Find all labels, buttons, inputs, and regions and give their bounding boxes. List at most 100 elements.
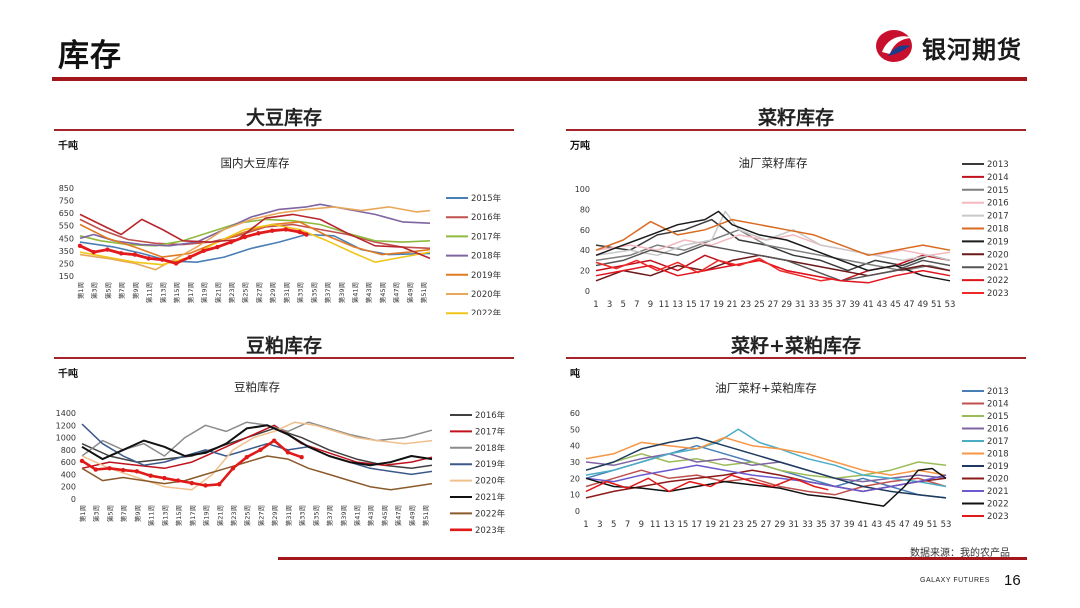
x-tick-label: 21 — [719, 520, 730, 530]
x-tick-label: 9 — [639, 520, 644, 530]
x-tick-label: 第33周 — [298, 505, 307, 526]
x-tick-label: 19 — [713, 300, 724, 310]
series-line — [595, 259, 951, 284]
series-line — [585, 453, 947, 480]
x-tick-label: 第47周 — [394, 505, 403, 526]
legend-label: 2019 — [987, 462, 1009, 472]
series-marker — [285, 450, 291, 455]
series-line — [585, 464, 947, 493]
legend-label: 2023 — [987, 289, 1009, 299]
y-tick-label: 850 — [59, 184, 74, 193]
x-tick-label: 第49周 — [407, 505, 416, 526]
x-tick-label: 41 — [858, 520, 869, 530]
page-title: 库存 — [58, 38, 122, 74]
series-marker — [244, 455, 249, 460]
series-marker — [107, 466, 112, 471]
x-tick-label: 41 — [863, 300, 874, 310]
series-marker — [283, 227, 289, 232]
x-tick-label: 45 — [885, 520, 896, 530]
x-tick-label: 第49周 — [405, 282, 414, 303]
x-tick-label: 39 — [849, 300, 860, 310]
x-tick-label: 33 — [802, 520, 813, 530]
series-marker — [189, 480, 195, 486]
x-tick-label: 51 — [927, 520, 938, 530]
x-tick-label: 39 — [844, 520, 855, 530]
x-tick-label: 第43周 — [366, 505, 375, 526]
y-tick-label: 650 — [59, 209, 74, 218]
series-line — [81, 455, 433, 491]
x-tick-label: 5 — [621, 300, 626, 310]
legend-label: 2019 — [987, 237, 1009, 247]
x-tick-label: 29 — [781, 300, 792, 310]
x-tick-label: 第23周 — [229, 505, 238, 526]
series-line — [81, 423, 433, 476]
legend-label: 2015年 — [471, 193, 502, 204]
x-tick-label: 第19周 — [202, 505, 211, 526]
x-tick-label: 第27周 — [254, 282, 263, 303]
panel-heading: 大豆库存 — [245, 107, 322, 129]
galaxy-logo-icon — [876, 30, 912, 62]
x-tick-label: 1 — [593, 300, 598, 310]
series-marker — [203, 483, 208, 488]
series-marker — [146, 256, 151, 261]
x-tick-label: 第31周 — [282, 282, 291, 303]
y-tick-label: 40 — [580, 246, 590, 255]
x-tick-label: 第41周 — [351, 282, 360, 303]
y-tick-label: 0 — [575, 507, 580, 516]
series-marker — [256, 231, 261, 236]
legend-label: 2021年 — [475, 492, 506, 503]
panel-rapeseed-inventory: 菜籽库存 万吨 油厂菜籽库存 0 20 40 60 80 100 1 3 5 7 9 11 13 15 17 1… — [566, 103, 1026, 315]
legend-label: 2016年 — [471, 212, 502, 223]
series-marker — [77, 243, 83, 249]
x-tick-label: 第9周 — [133, 505, 142, 522]
y-tick-label: 80 — [580, 205, 590, 214]
y-tick-label: 400 — [61, 470, 76, 479]
legend-label: 2021 — [987, 263, 1009, 273]
x-tick-label: 3 — [597, 520, 602, 530]
x-tick-label: 第39周 — [339, 505, 348, 526]
legend-label: 2018年 — [471, 251, 502, 262]
x-tick-label: 7 — [625, 520, 630, 530]
legend-label: 2020 — [987, 250, 1009, 260]
x-tick-label: 第19周 — [200, 282, 209, 303]
x-tick-label: 第35周 — [309, 282, 318, 303]
legend-label: 2022年 — [475, 508, 506, 519]
x-tick-label: 35 — [816, 520, 827, 530]
series-line — [81, 424, 433, 467]
series-marker — [228, 239, 234, 245]
series-line — [79, 218, 431, 247]
x-tick-label: 15 — [678, 520, 689, 530]
x-tick-label: 31 — [788, 520, 799, 530]
source-note: 数据来源：我的农产品 — [910, 548, 1010, 559]
series-line — [81, 421, 433, 457]
galaxy-futures-logo: 银河期货 — [874, 26, 1034, 66]
series-marker — [132, 252, 138, 257]
series-line — [79, 218, 431, 250]
series-marker — [148, 473, 153, 478]
series-marker — [304, 232, 309, 237]
y-tick-label: 40 — [570, 442, 580, 451]
x-tick-label: 25 — [754, 300, 765, 310]
panel-soymeal-inventory: 豆粕库存 千吨 豆粕库存 0 200 400 600 800 1000 1200 1400 第1周… — [54, 331, 514, 543]
legend-label: 2019年 — [475, 459, 506, 470]
panel-soybean-inventory: 大豆库存 千吨 国内大豆库存 150 250 350 450 550 650 750 850 第1… — [54, 103, 514, 315]
x-tick-label: 第5周 — [103, 282, 112, 299]
legend-label: 2018 — [987, 450, 1009, 460]
x-tick-label: 第45周 — [378, 282, 387, 303]
legend-label: 2013 — [987, 160, 1009, 170]
x-tick-label: 第45周 — [380, 505, 389, 526]
legend-label: 2015 — [987, 412, 1009, 422]
x-tick-label: 45 — [890, 300, 901, 310]
x-tick-label: 第29周 — [270, 505, 279, 526]
series-line — [585, 474, 829, 493]
x-tick-label: 第51周 — [421, 505, 430, 526]
series-line — [79, 206, 431, 271]
legend-label: 2022 — [987, 500, 1009, 510]
x-tick-label: 第37周 — [325, 505, 334, 526]
legend-label: 2018 — [987, 225, 1009, 235]
series-marker — [162, 475, 167, 481]
x-tick-label: 35 — [822, 300, 833, 310]
page-number: 16 — [1004, 572, 1021, 589]
x-tick-label: 43 — [877, 300, 888, 310]
